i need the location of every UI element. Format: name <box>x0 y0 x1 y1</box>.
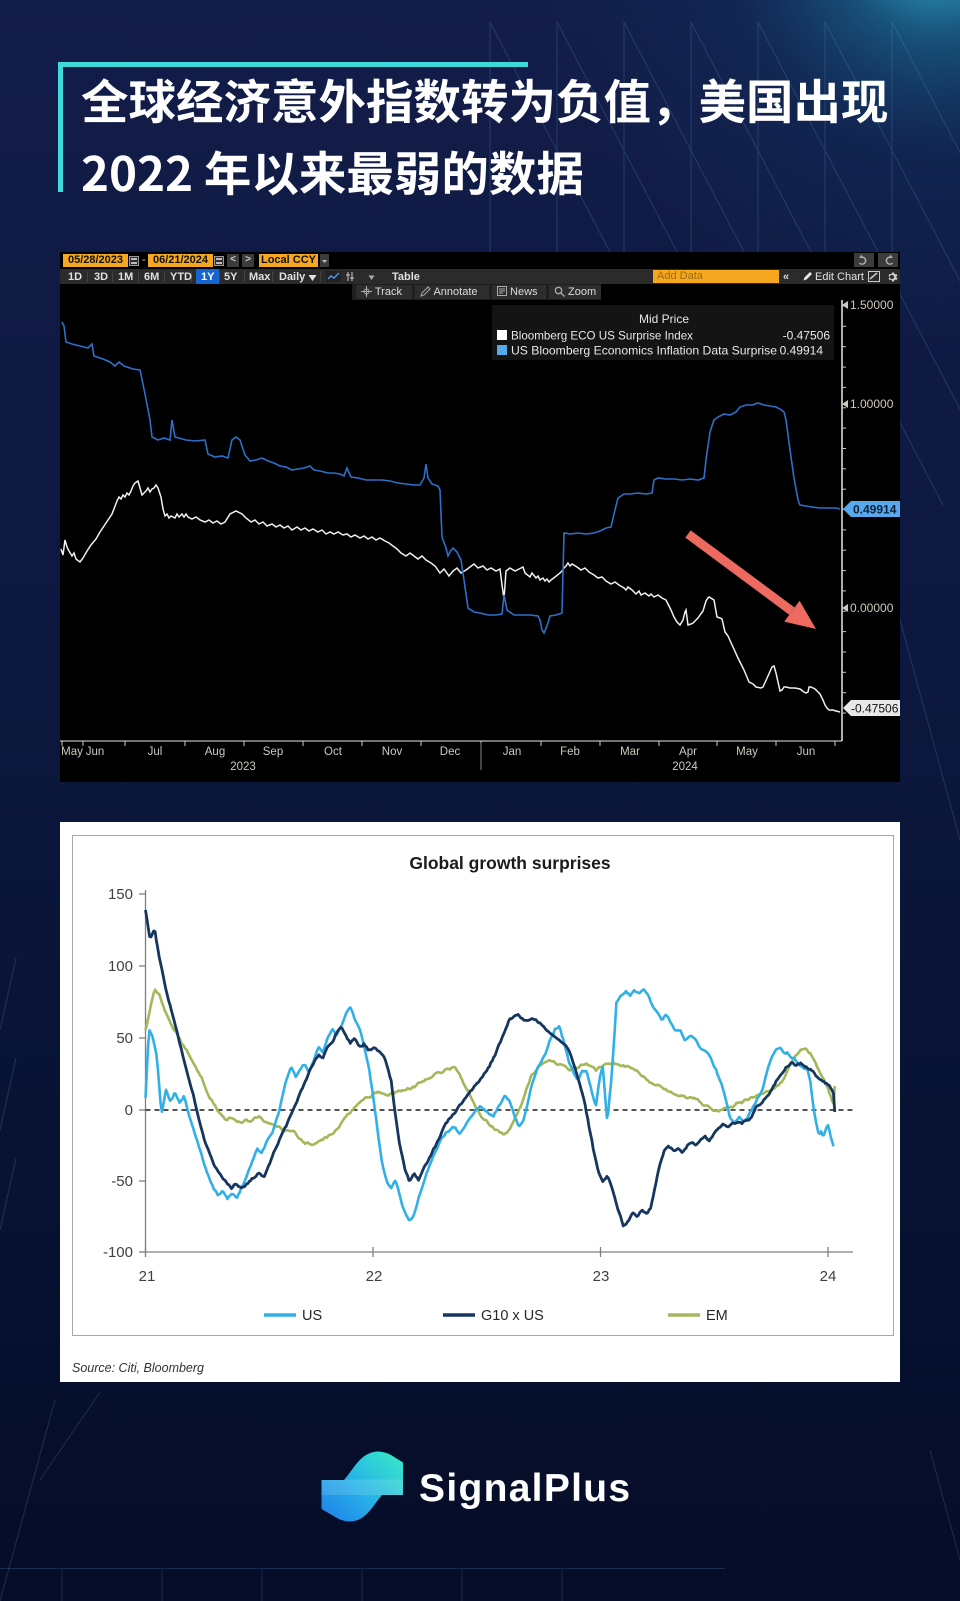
svg-text:Jun: Jun <box>797 746 816 758</box>
svg-text:Nov: Nov <box>382 746 403 758</box>
svg-text:US: US <box>302 1308 322 1324</box>
svg-text:Feb: Feb <box>560 746 580 758</box>
svg-text:2023: 2023 <box>230 761 256 773</box>
svg-text:Dec: Dec <box>440 746 461 758</box>
svg-text:-50: -50 <box>111 1173 133 1190</box>
svg-text:G10 x US: G10 x US <box>481 1308 544 1324</box>
svg-text:May: May <box>61 746 83 758</box>
svg-text:-0.47506: -0.47506 <box>783 329 831 343</box>
svg-text:0.49914: 0.49914 <box>853 503 897 517</box>
svg-text:Global growth surprises: Global growth surprises <box>409 853 611 873</box>
svg-text:0: 0 <box>125 1102 133 1119</box>
svg-text:0.49914: 0.49914 <box>780 344 824 358</box>
svg-text:50: 50 <box>116 1030 133 1047</box>
svg-text:May: May <box>736 746 758 758</box>
svg-text:EM: EM <box>706 1308 728 1324</box>
svg-text:Sep: Sep <box>263 746 283 758</box>
svg-text:2024: 2024 <box>672 761 698 773</box>
svg-text:1.50000: 1.50000 <box>850 298 894 312</box>
svg-text:Source: Citi, Bloomberg: Source: Citi, Bloomberg <box>72 1361 204 1375</box>
svg-text:Mid Price: Mid Price <box>639 312 689 326</box>
svg-text:Jan: Jan <box>503 746 522 758</box>
svg-text:Oct: Oct <box>324 746 343 758</box>
svg-text:100: 100 <box>108 958 133 975</box>
svg-text:-100: -100 <box>103 1244 133 1261</box>
svg-text:150: 150 <box>108 886 133 903</box>
svg-text:Jun: Jun <box>86 746 105 758</box>
svg-text:Jul: Jul <box>148 746 163 758</box>
svg-text:Apr: Apr <box>679 746 697 758</box>
svg-text:Aug: Aug <box>205 746 225 758</box>
svg-text:0.00000: 0.00000 <box>850 601 894 615</box>
svg-text:Bloomberg ECO US Surprise Inde: Bloomberg ECO US Surprise Index <box>511 329 693 343</box>
svg-text:1.00000: 1.00000 <box>850 397 894 411</box>
svg-text:23: 23 <box>593 1268 610 1285</box>
svg-text:Mar: Mar <box>620 746 640 758</box>
svg-text:22: 22 <box>366 1268 383 1285</box>
svg-text:21: 21 <box>139 1268 156 1285</box>
svg-text:US Bloomberg Economics Inflati: US Bloomberg Economics Inflation Data Su… <box>511 344 777 358</box>
svg-text:-0.47506: -0.47506 <box>851 702 899 716</box>
svg-text:24: 24 <box>820 1268 837 1285</box>
